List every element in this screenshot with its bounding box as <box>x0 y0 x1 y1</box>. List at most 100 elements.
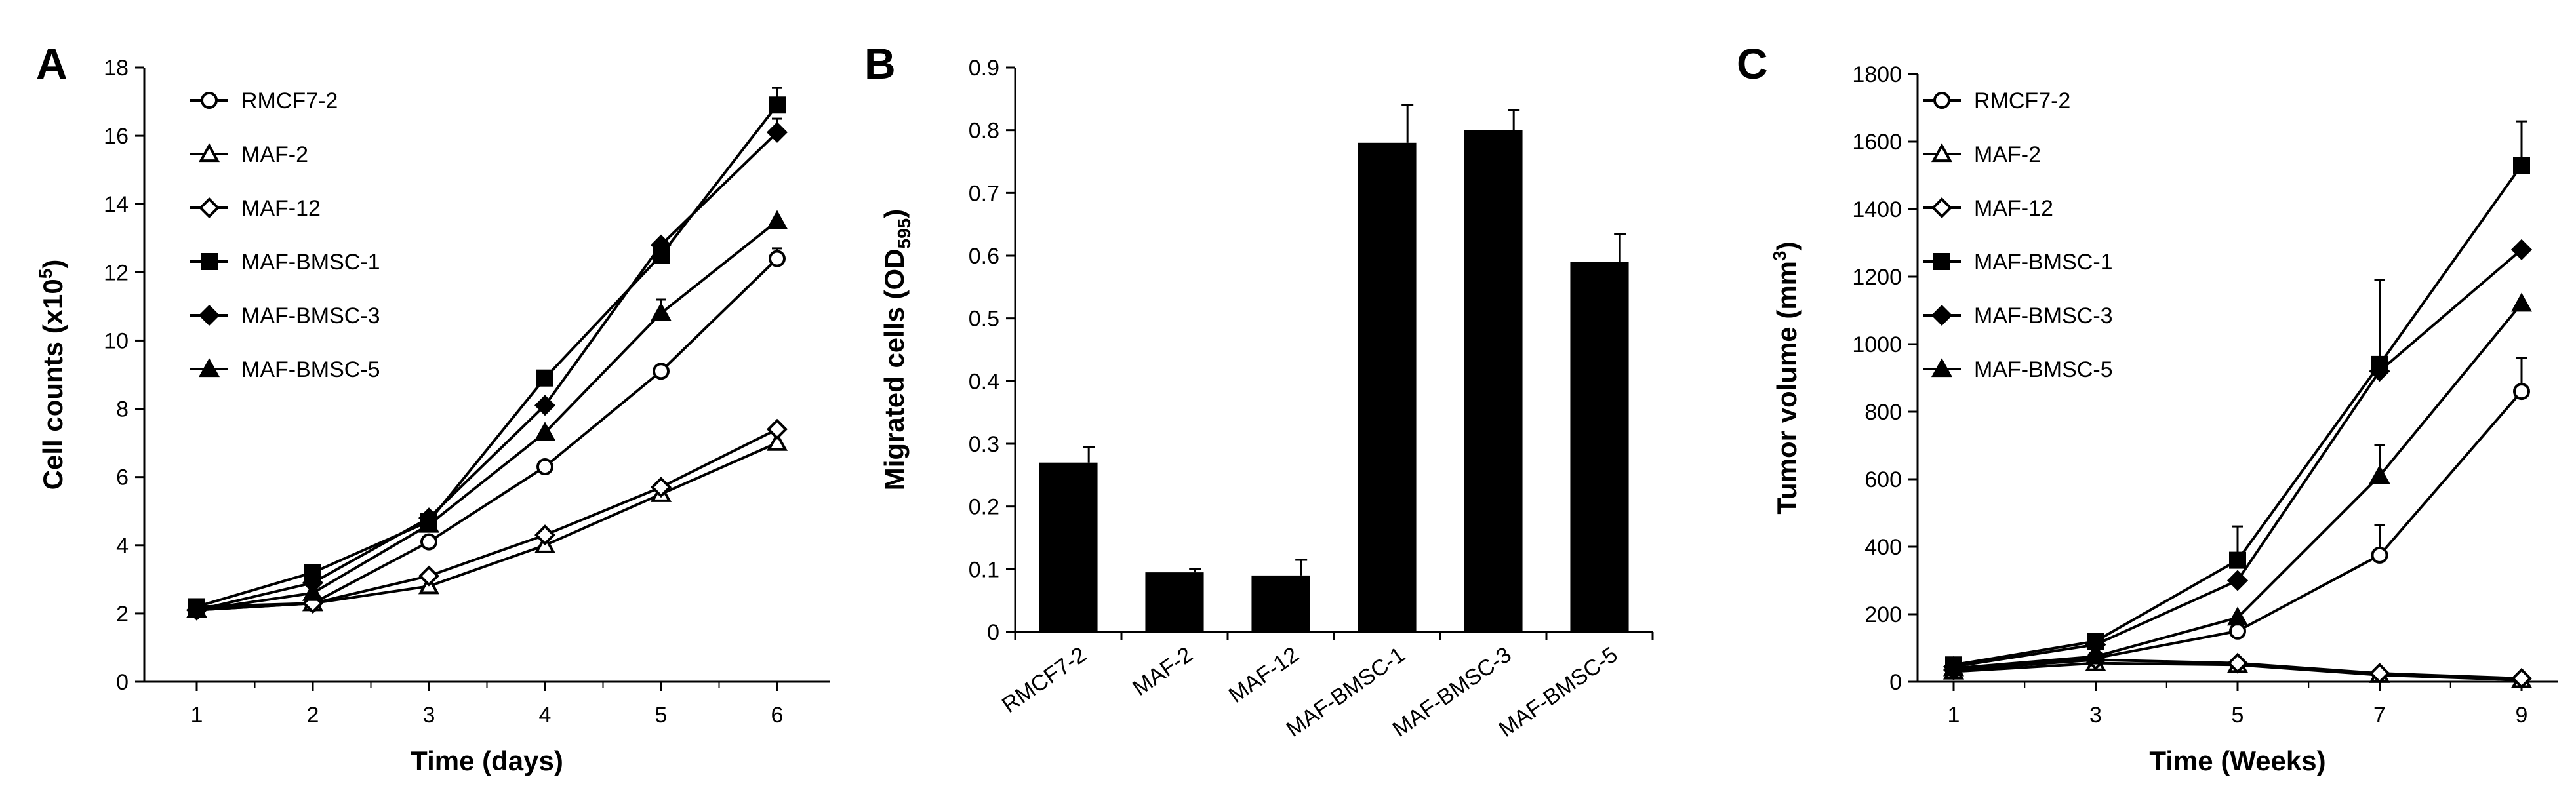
y-tick-label: 1200 <box>1852 265 1902 290</box>
data-point <box>186 599 208 618</box>
bar <box>1570 262 1629 633</box>
y-tick-label: 0.4 <box>969 369 999 394</box>
y-tick-label: 18 <box>104 56 129 81</box>
x-tick-label: 5 <box>2232 703 2244 728</box>
data-point <box>2369 663 2390 684</box>
legend-label: MAF-2 <box>241 142 308 167</box>
bar <box>1251 575 1310 632</box>
data-point <box>2226 652 2249 674</box>
y-axis-title: Migrated cells (OD595) <box>879 209 914 490</box>
x-tick-label: MAF-2 <box>1128 642 1197 701</box>
bar <box>1039 462 1098 632</box>
x-tick-label: 6 <box>771 703 784 728</box>
data-point <box>650 302 672 321</box>
y-tick-label: 1000 <box>1852 332 1902 357</box>
y-tick-label: 0.6 <box>969 244 999 269</box>
legend-marker <box>198 197 220 219</box>
y-tick-label: 1400 <box>1852 197 1902 222</box>
data-point <box>650 234 672 256</box>
y-tick-label: 1800 <box>1852 62 1902 87</box>
data-point <box>769 96 786 114</box>
legend-label: RMCF7-2 <box>1974 88 2070 113</box>
series-line <box>196 428 778 612</box>
data-point <box>2510 239 2533 260</box>
y-axis-title: Tumor volume (mm3) <box>1769 241 1802 514</box>
data-point <box>536 458 553 476</box>
legend-marker <box>1933 92 1950 109</box>
y-tick-label: 4 <box>116 534 129 559</box>
legend-label: MAF-12 <box>241 196 321 221</box>
x-tick-label: 1 <box>191 703 203 728</box>
data-point <box>534 422 556 441</box>
x-tick-label: 9 <box>2516 703 2528 728</box>
data-point <box>2369 361 2390 382</box>
y-tick-label: 0 <box>1889 670 1902 695</box>
panel-b: 0 0.1 0.2 0.3 0.4 0.5 0.6 0.7 0.8 0.9 RMCF7-2 MAF-2… <box>864 39 1654 742</box>
data-point <box>2226 606 2249 626</box>
legend-marker <box>1931 304 1953 326</box>
legend-marker <box>198 304 220 326</box>
data-point <box>2369 465 2390 484</box>
legend: RMCF7-2 MAF-2 MAF-12 MAF-BMSC-1 MAF-BMSC-3 MA… <box>190 88 380 382</box>
data-point <box>766 418 788 440</box>
y-tick-label: 0.1 <box>969 557 999 582</box>
series-line <box>196 104 778 608</box>
series-line <box>196 441 778 612</box>
data-point <box>2513 383 2530 401</box>
panel-label: C <box>1737 39 1768 88</box>
y-tick-label: 12 <box>104 260 129 285</box>
legend-marker <box>1931 197 1953 219</box>
data-point <box>653 363 670 380</box>
legend-marker <box>201 92 218 109</box>
x-tick-label: 7 <box>2373 703 2386 728</box>
series-line <box>196 131 778 612</box>
x-tick-label: 3 <box>2089 703 2102 728</box>
y-tick-label: 16 <box>104 124 129 149</box>
data-point <box>2226 570 2249 591</box>
data-point <box>536 369 553 387</box>
data-point <box>766 431 788 451</box>
data-point <box>534 524 556 546</box>
y-tick-label: 0.7 <box>969 181 999 206</box>
y-tick-label: 600 <box>1864 467 1902 492</box>
data-point <box>2229 622 2246 640</box>
series-group <box>1945 357 2530 677</box>
data-point <box>2085 645 2106 665</box>
y-tick-label: 0.2 <box>969 495 999 520</box>
panel-label: B <box>864 39 896 88</box>
x-axis-title: Time (days) <box>411 745 563 776</box>
y-tick-label: 0 <box>116 670 129 695</box>
data-point <box>418 513 440 533</box>
y-tick-label: 0 <box>987 620 999 645</box>
data-point <box>2510 667 2533 689</box>
x-tick-label: MAF-BMSC-1 <box>1281 642 1409 741</box>
x-axis-title: Time (Weeks) <box>2149 745 2325 776</box>
y-tick-label: 0.5 <box>969 307 999 332</box>
series-group <box>1942 292 2533 677</box>
legend: RMCF7-2 MAF-2 MAF-12 MAF-BMSC-1 MAF-BMSC-3 MA… <box>1923 88 2113 382</box>
data-point <box>534 395 556 416</box>
y-tick-label: 2 <box>116 602 129 627</box>
x-tick-label: MAF-BMSC-5 <box>1494 642 1622 741</box>
legend-marker <box>198 358 220 378</box>
legend-label: RMCF7-2 <box>241 88 338 113</box>
data-point <box>650 477 672 498</box>
legend-label: MAF-BMSC-3 <box>1974 304 2113 328</box>
panel-label: A <box>36 39 68 88</box>
legend-label: MAF-BMSC-1 <box>1974 250 2113 275</box>
data-point <box>1942 657 1965 677</box>
data-point <box>2510 292 2533 312</box>
y-tick-label: 14 <box>104 192 129 217</box>
y-tick-label: 0.3 <box>969 432 999 457</box>
data-point <box>302 581 324 601</box>
x-tick-label: 4 <box>539 703 552 728</box>
data-point <box>766 121 788 143</box>
series-group <box>186 210 788 618</box>
data-point <box>2371 546 2388 564</box>
x-tick-label: 1 <box>1948 703 1960 728</box>
bar <box>1464 130 1523 632</box>
series-line <box>196 220 778 612</box>
y-tick-label: 200 <box>1864 602 1902 627</box>
legend-marker <box>198 143 220 163</box>
